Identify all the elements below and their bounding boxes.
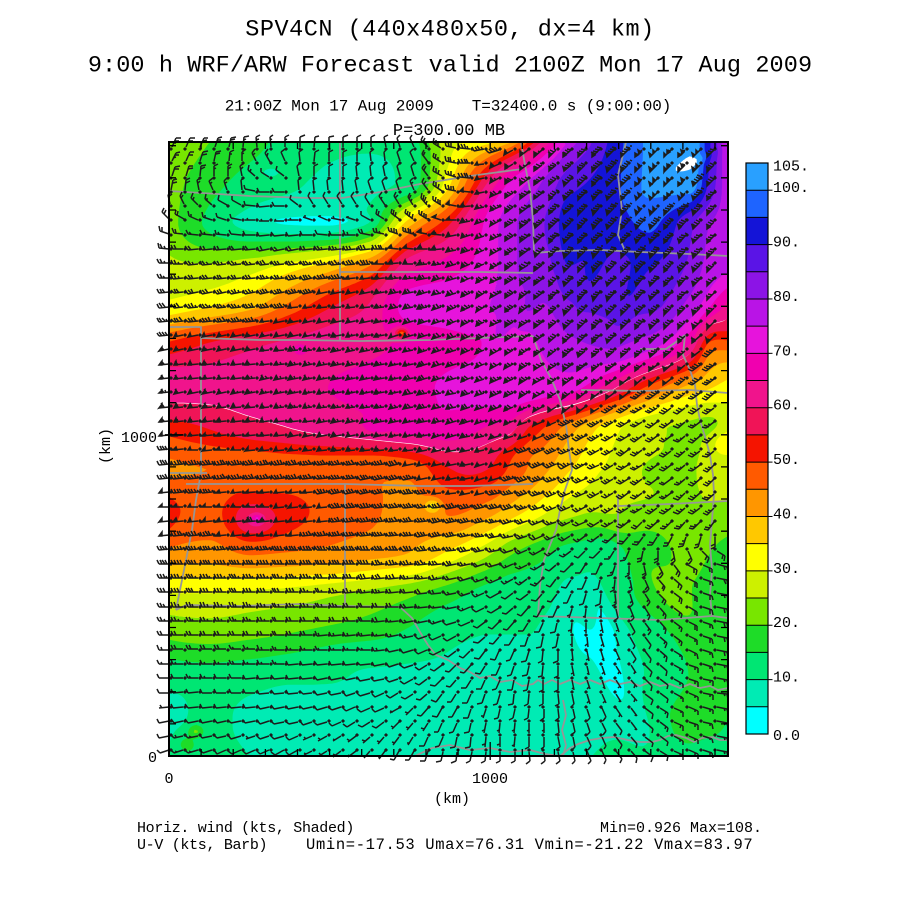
svg-text:Min=0.926 Max=108.: Min=0.926 Max=108. (600, 820, 762, 837)
svg-text:0: 0 (164, 771, 173, 788)
svg-text:0.0: 0.0 (773, 728, 800, 745)
svg-text:105.: 105. (773, 159, 809, 176)
svg-text:9:00 h WRF/ARW Forecast valid: 9:00 h WRF/ARW Forecast valid 2100Z Mon … (88, 53, 812, 80)
svg-text:70.: 70. (773, 343, 800, 360)
svg-text:50.: 50. (773, 452, 800, 469)
svg-text:P=300.00 MB: P=300.00 MB (393, 122, 505, 141)
svg-text:Umin=-17.53 Umax=76.31 Vmin=-2: Umin=-17.53 Umax=76.31 Vmin=-21.22 Vmax=… (306, 836, 753, 854)
svg-text:0: 0 (148, 750, 157, 767)
svg-text:90.: 90. (773, 235, 800, 252)
svg-text:60.: 60. (773, 398, 800, 415)
svg-text:U-V (kts, Barb): U-V (kts, Barb) (137, 837, 267, 854)
svg-text:30.: 30. (773, 561, 800, 578)
svg-text:1000: 1000 (472, 771, 508, 788)
svg-text:40.: 40. (773, 507, 800, 524)
svg-text:80.: 80. (773, 289, 800, 306)
svg-text:1000: 1000 (121, 430, 157, 447)
svg-text:(km): (km) (434, 791, 470, 808)
svg-text:20.: 20. (773, 615, 800, 632)
svg-text:100.: 100. (773, 180, 809, 197)
svg-text:SPV4CN (440x480x50, dx=4 km): SPV4CN (440x480x50, dx=4 km) (245, 17, 654, 44)
svg-text:10.: 10. (773, 670, 800, 687)
svg-text:(km): (km) (98, 428, 115, 464)
svg-text:Horiz. wind (kts, Shaded): Horiz. wind (kts, Shaded) (137, 820, 354, 837)
svg-text:21:00Z Mon 17 Aug 2009 T=32: 21:00Z Mon 17 Aug 2009 T=32400.0 s (9:00… (225, 98, 672, 116)
